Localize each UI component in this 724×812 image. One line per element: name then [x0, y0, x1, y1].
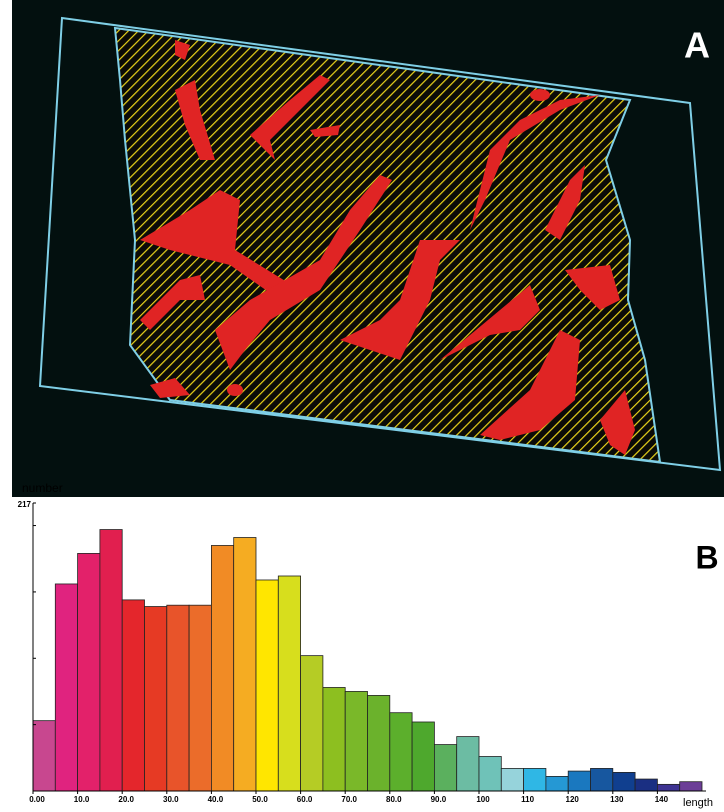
- x-tick-label: 100: [476, 795, 490, 804]
- x-tick-label: 80.0: [386, 795, 402, 804]
- x-tick-label: 0.00: [29, 795, 45, 804]
- bar: [277, 575, 301, 792]
- bar: [255, 579, 279, 792]
- bar: [634, 778, 658, 792]
- bar: [32, 720, 56, 792]
- hatched-region: [113, 26, 662, 464]
- x-tick-label: 70.0: [341, 795, 357, 804]
- bar: [612, 772, 636, 792]
- x-tick-label: 130: [610, 795, 624, 804]
- bar: [500, 768, 524, 792]
- bar: [389, 712, 413, 792]
- bar: [121, 599, 145, 792]
- x-tick-label: 140: [655, 795, 669, 804]
- x-tick-label: 20.0: [118, 795, 134, 804]
- bar: [567, 770, 591, 792]
- bar: [590, 768, 614, 792]
- y-tick-label: 217: [18, 500, 32, 509]
- bar: [99, 529, 123, 792]
- x-tick-label: 110: [521, 795, 534, 804]
- bar: [657, 783, 681, 792]
- bar: [456, 736, 480, 792]
- bar: [210, 545, 235, 792]
- bar: [679, 781, 703, 792]
- bar: [322, 687, 346, 792]
- x-tick-label: 120: [566, 795, 580, 804]
- bar: [300, 655, 324, 792]
- bar: [367, 695, 391, 792]
- panel-label: B: [695, 539, 718, 575]
- panel-label: A: [684, 25, 710, 66]
- bar: [545, 776, 569, 792]
- bar: [54, 583, 78, 792]
- x-tick-label: 10.0: [74, 795, 90, 804]
- bar: [433, 744, 458, 792]
- x-tick-label: 90.0: [431, 795, 447, 804]
- x-tick-label: 60.0: [297, 795, 313, 804]
- bar: [188, 604, 212, 792]
- bar: [523, 768, 547, 792]
- y-axis-label: number: [22, 481, 63, 495]
- bar: [344, 691, 368, 792]
- bar: [411, 721, 435, 792]
- bar: [233, 537, 257, 792]
- bar: [166, 604, 190, 792]
- bar: [144, 606, 168, 792]
- red-regions: [140, 40, 635, 455]
- x-tick-label: 40.0: [208, 795, 224, 804]
- x-tick-label: 50.0: [252, 795, 268, 804]
- x-tick-label: 30.0: [163, 795, 179, 804]
- bar: [478, 756, 502, 792]
- x-axis-label: length: [683, 797, 713, 809]
- panel-a-image: A: [12, 0, 724, 497]
- bar: [77, 553, 101, 792]
- section-outline: [38, 16, 722, 472]
